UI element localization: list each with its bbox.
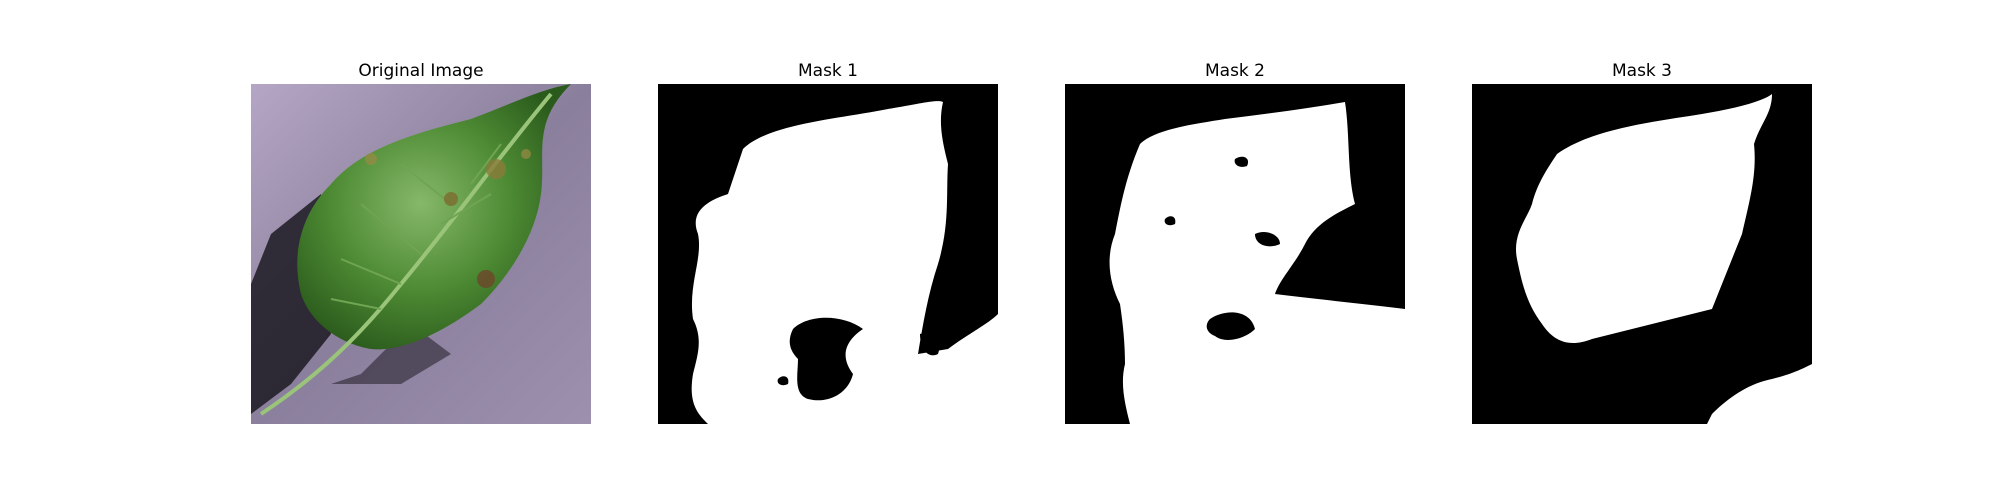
mask-1-image xyxy=(658,84,998,424)
panel-title: Original Image xyxy=(358,61,484,81)
mask-3-image xyxy=(1472,84,1812,424)
mask-3-panel: Mask 3 xyxy=(1472,58,1812,424)
mask-2-panel: Mask 2 xyxy=(1065,58,1405,424)
mask-2-image xyxy=(1065,84,1405,424)
original-leaf-image xyxy=(251,84,591,424)
panel-title: Mask 2 xyxy=(1204,61,1265,81)
original-image-panel: Original Image xyxy=(251,58,591,424)
panel-title: Mask 1 xyxy=(797,61,858,81)
mask-1-panel: Mask 1 xyxy=(658,58,998,424)
panel-title: Mask 3 xyxy=(1611,61,1672,81)
